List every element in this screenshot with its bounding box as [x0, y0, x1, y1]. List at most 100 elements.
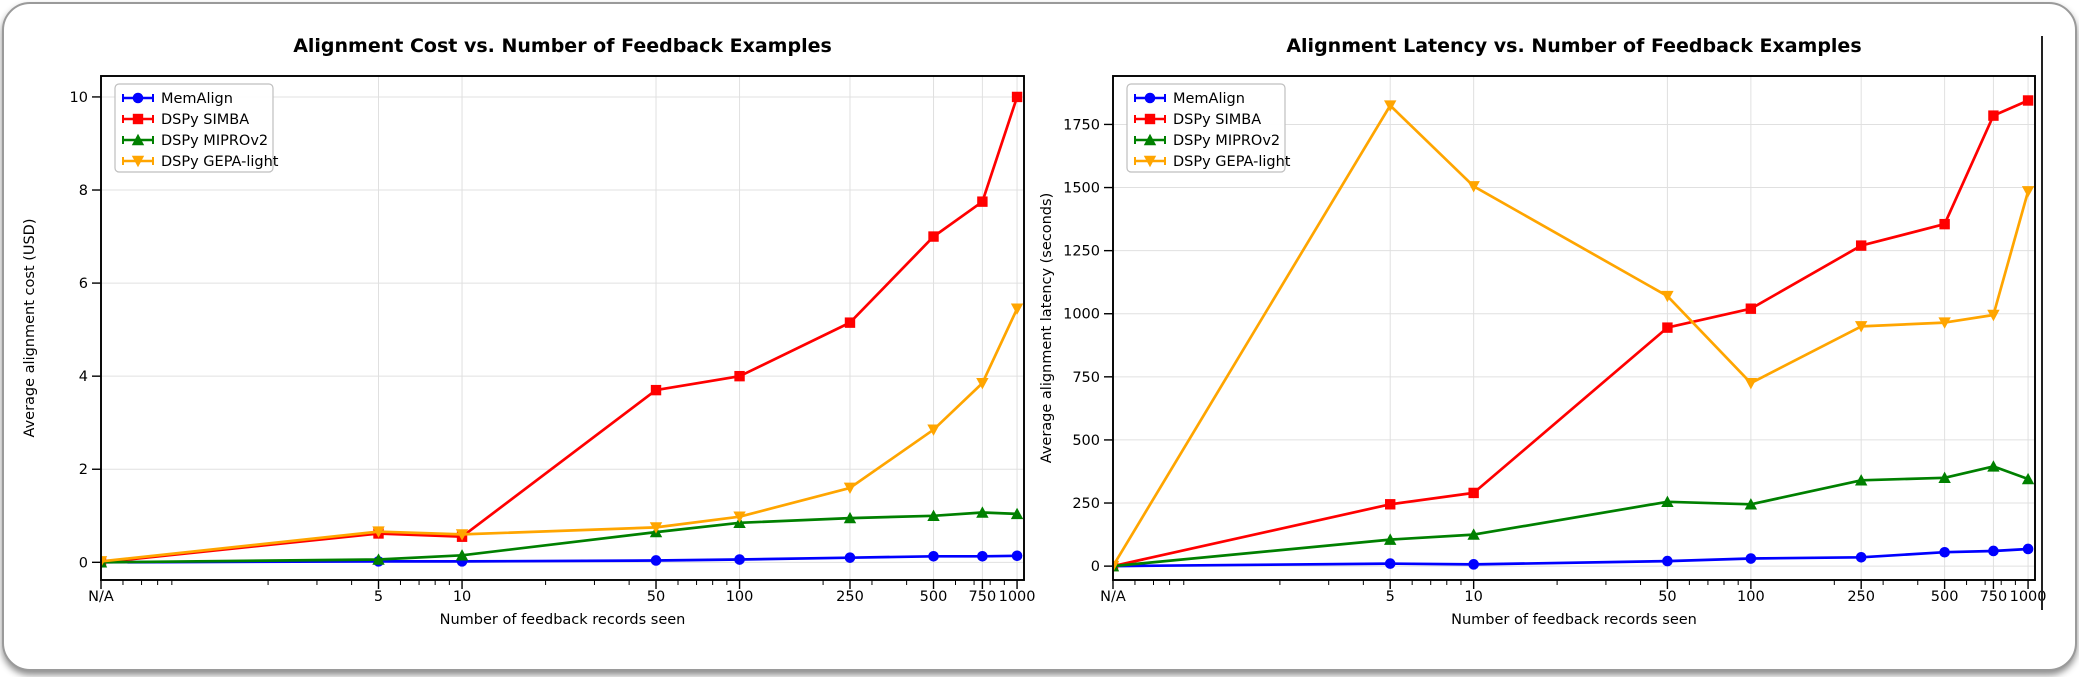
y-tick-label: 1250 [1063, 244, 1100, 260]
data-point-marker [455, 529, 469, 541]
series-dspy-gepa-light [101, 303, 1024, 568]
data-point-marker [1010, 507, 1024, 520]
y-tick-label: 8 [79, 183, 88, 199]
data-point-marker [1143, 155, 1157, 168]
legend-label: MemAlign [161, 91, 233, 107]
x-tick-label: 50 [1658, 589, 1676, 605]
data-point-marker [843, 482, 857, 495]
data-point-marker [927, 509, 940, 521]
x-tick-label: 10 [1464, 589, 1482, 605]
data-point-marker [927, 424, 940, 436]
series-dspy-gepa-light [1113, 100, 2035, 573]
data-point-marker [844, 552, 856, 563]
y-axis-label: Average alignment latency (seconds) [1039, 193, 1055, 463]
legend-label: DSPy SIMBA [1173, 112, 1261, 128]
y-tick-label: 6 [79, 276, 88, 292]
chart-title: Alignment Cost vs. Number of Feedback Ex… [293, 35, 832, 57]
data-point-marker [1661, 290, 1674, 303]
data-point-marker [1384, 100, 1397, 112]
data-point-marker [976, 377, 989, 390]
data-point-marker [844, 317, 856, 328]
data-point-marker [843, 511, 857, 524]
y-tick-label: 0 [79, 555, 88, 571]
data-point-marker [1744, 498, 1758, 510]
data-point-marker [1384, 533, 1397, 545]
data-point-marker [733, 511, 746, 523]
data-point-marker [1744, 377, 1758, 390]
y-tick-label: 1000 [1063, 307, 1100, 323]
data-point-marker [1745, 553, 1757, 564]
x-tick-label: N/A [1100, 589, 1126, 605]
data-point-marker [928, 550, 939, 562]
data-point-marker [1011, 550, 1023, 562]
data-point-marker [1662, 322, 1673, 333]
data-point-marker [1467, 528, 1480, 540]
legend-item-dspy-miprov2: DSPy MIPROv2 [122, 133, 268, 149]
data-point-marker [1987, 309, 2000, 322]
x-tick-label: 100 [1737, 589, 1765, 605]
y-tick-label: 250 [1072, 496, 1100, 512]
series-group [101, 91, 1024, 568]
data-point-marker [977, 550, 988, 562]
data-point-marker [132, 113, 144, 125]
legend-label: DSPy GEPA-light [1173, 154, 1291, 170]
data-point-marker [649, 522, 663, 534]
data-point-marker [1661, 495, 1674, 507]
legend-item-dspy-gepa-light: DSPy GEPA-light [122, 154, 279, 170]
x-tick-label: 100 [726, 589, 754, 605]
x-tick-label: 5 [1386, 589, 1395, 605]
data-point-marker [1144, 113, 1156, 125]
y-tick-label: 750 [1072, 370, 1100, 386]
tick-labels: N/A 5 10 50 100 250 500 750 1000 0 2 4 6 8 10 [70, 90, 1036, 605]
data-point-marker [1143, 133, 1157, 146]
chart-latency: N/A 5 10 50 100 250 500 750 10000250500750100012… [1039, 35, 2047, 628]
data-point-marker [1987, 460, 2000, 472]
data-point-marker [1854, 321, 1868, 333]
legend-box [114, 83, 274, 173]
data-point-marker [101, 556, 108, 568]
legend-box [1126, 83, 1286, 173]
x-tick-label: 750 [1980, 589, 2008, 605]
x-tick-label: 500 [1931, 589, 1959, 605]
data-point-marker [650, 555, 662, 566]
data-point-marker [734, 370, 745, 382]
data-point-marker [1855, 551, 1867, 563]
y-tick-label: 2 [79, 462, 88, 478]
charts-canvas: N/A 5 10 50 100 250 500 750 10000246810Alignment… [22, 35, 2047, 628]
y-tick-label: 1750 [1063, 117, 1100, 133]
data-point-marker [131, 155, 145, 168]
data-point-marker [132, 92, 144, 104]
data-point-marker [928, 231, 939, 242]
data-point-marker [1938, 471, 1951, 483]
data-point-marker [1854, 474, 1868, 486]
data-point-marker [455, 549, 469, 561]
x-tick-label: 250 [1847, 589, 1875, 605]
plot-border [100, 75, 1025, 581]
y-tick-label: 0 [1091, 559, 1100, 575]
data-point-marker [2022, 95, 2034, 106]
x-axis-label: Number of feedback records seen [1451, 612, 1697, 628]
legend-label: DSPy MIPROv2 [1173, 133, 1280, 149]
series-group [1113, 95, 2035, 573]
data-point-marker [1745, 303, 1757, 314]
x-tick-label: 750 [969, 589, 997, 605]
data-point-marker [1988, 545, 1999, 557]
plot-border [1112, 75, 2036, 581]
y-tick-label: 10 [70, 90, 88, 106]
legend-item-dspy-miprov2: DSPy MIPROv2 [1134, 133, 1280, 149]
legend-label: MemAlign [1173, 91, 1245, 107]
x-tick-label: 1000 [999, 589, 1036, 605]
legend-item-dspy-simba: DSPy SIMBA [1134, 112, 1261, 128]
y-axis-label: Average alignment cost (USD) [22, 218, 38, 437]
data-point-marker [1939, 218, 1950, 230]
data-point-marker [1468, 487, 1479, 499]
y-tick-label: 500 [1072, 433, 1100, 449]
x-axis-label: Number of feedback records seen [440, 612, 686, 628]
legend-item-dspy-gepa-light: DSPy GEPA-light [1134, 154, 1291, 170]
data-point-marker [1662, 555, 1673, 567]
data-point-marker [1855, 240, 1867, 251]
data-point-marker [1988, 110, 1999, 121]
data-point-marker [1144, 92, 1156, 104]
